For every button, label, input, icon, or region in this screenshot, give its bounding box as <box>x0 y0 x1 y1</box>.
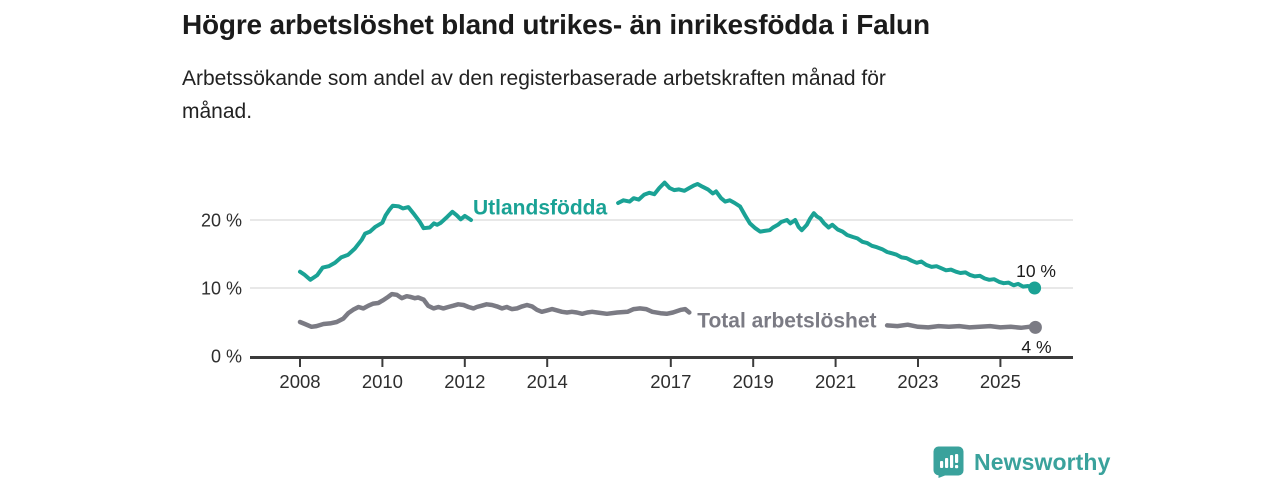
chart-title: Högre arbetslöshet bland utrikes- än inr… <box>182 9 930 40</box>
y-tick-label: 10 % <box>201 279 242 299</box>
y-tick-label: 0 % <box>211 347 242 367</box>
x-tick-label: 2014 <box>527 371 568 392</box>
chart-subtitle-line-1: Arbetssökande som andel av den registerb… <box>182 67 886 90</box>
bar-chart-speech-bubble-icon <box>933 446 964 478</box>
series-end-dot-utlandsfodda <box>1028 281 1042 295</box>
chart-area: 0 % 10 % 20 % Utlandsfödda 10 % Total arbetsl… <box>180 170 1100 400</box>
end-value-label-utlandsfodda: 10 % <box>1016 261 1056 281</box>
x-tick-label: 2012 <box>444 371 485 392</box>
chart-subtitle-line-2: månad. <box>182 100 253 123</box>
series-line-utlandsfodda <box>298 203 473 282</box>
x-tick-label: 2021 <box>815 371 856 392</box>
series-line-total <box>297 291 692 330</box>
line-chart: 0 % 10 % 20 % Utlandsfödda 10 % Total arbetsl… <box>201 180 1073 392</box>
end-value-label-total: 4 % <box>1021 337 1051 357</box>
series-line-utlandsfodda <box>616 180 1037 290</box>
x-tick-label: 2010 <box>362 371 403 392</box>
x-tick-label: 2025 <box>980 371 1021 392</box>
x-tick-label: 2019 <box>733 371 774 392</box>
series-line-total <box>884 322 1038 331</box>
series-label-total: Total arbetslöshet <box>697 310 876 333</box>
x-tick-label: 2023 <box>897 371 938 392</box>
newsworthy-logo: Newsworthy <box>933 446 1110 478</box>
series-label-utlandsfodda: Utlandsfödda <box>473 197 607 220</box>
chart-subtitle: Arbetssökande som andel av den registerb… <box>182 62 1082 128</box>
x-tick-label: 2008 <box>279 371 320 392</box>
series-end-dot-total <box>1028 320 1042 334</box>
x-tick-label: 2017 <box>650 371 691 392</box>
y-tick-label: 20 % <box>201 211 242 231</box>
newsworthy-logo-text: Newsworthy <box>974 448 1111 475</box>
